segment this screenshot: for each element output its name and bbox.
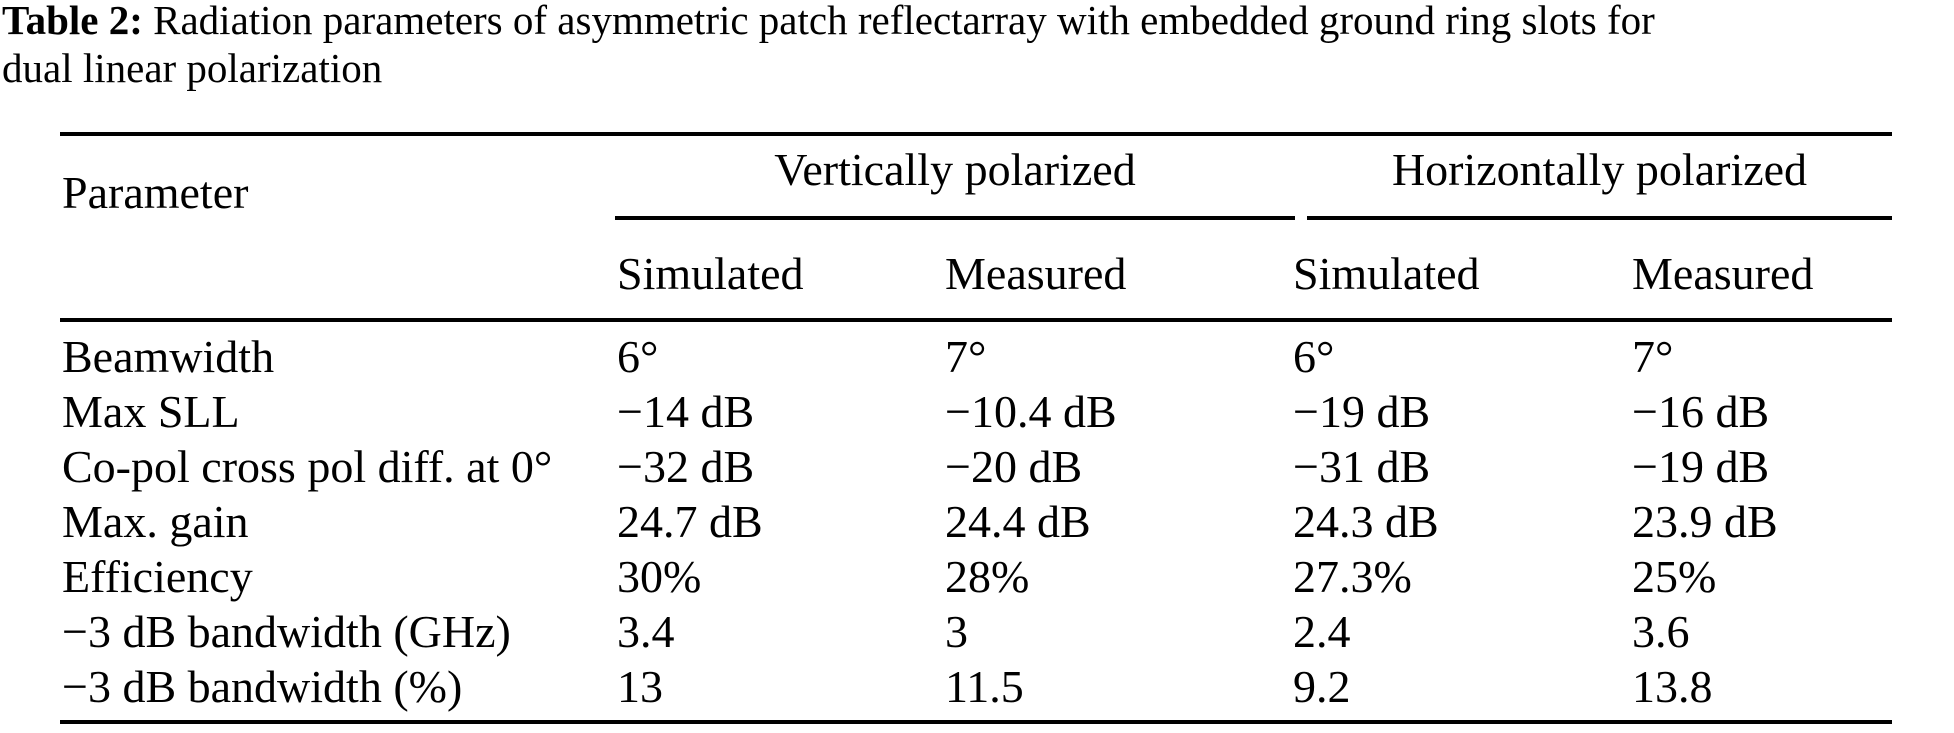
row-label: Efficiency (62, 551, 253, 602)
table-cell: −19 dB (1632, 441, 1770, 492)
group-header-horizontally-polarized: Horizontally polarized (1391, 144, 1808, 195)
row-label: Co-pol cross pol diff. at 0° (62, 441, 553, 492)
table-cell: 28% (945, 551, 1030, 602)
table-cell: 24.4 dB (945, 496, 1091, 547)
table-cell: −32 dB (617, 441, 755, 492)
subheader-horizontal-measured: Measured (1632, 248, 1814, 299)
row-label: Beamwidth (62, 331, 275, 382)
caption-text: Radiation parameters of asymmetric patch… (153, 0, 1655, 43)
table-cell: 3.6 (1632, 606, 1690, 657)
table-cell: 6° (617, 331, 659, 382)
table-cell: 6° (1293, 331, 1335, 382)
table-cell: 13.8 (1632, 661, 1713, 712)
group-header-vertically-polarized: Vertically polarized (774, 144, 1136, 195)
table-top-rule (60, 132, 1892, 136)
table-cell: 11.5 (945, 661, 1024, 712)
table-cell: −31 dB (1293, 441, 1431, 492)
caption-line-2: dual linear polarization (2, 45, 383, 91)
table-cell: −16 dB (1632, 386, 1770, 437)
table-cell: 23.9 dB (1632, 496, 1778, 547)
table-caption: Table 2: Radiation parameters of asymmet… (2, 0, 1952, 92)
table-cell: 30% (617, 551, 702, 602)
vertical-group-underline (615, 216, 1295, 220)
subheader-vertical-simulated: Simulated (617, 248, 804, 299)
table-cell: 9.2 (1293, 661, 1351, 712)
table-bottom-rule (60, 720, 1892, 724)
column-header-parameter: Parameter (62, 167, 249, 218)
table-cell: 27.3% (1293, 551, 1412, 602)
table-cell: 24.3 dB (1293, 496, 1439, 547)
row-label: −3 dB bandwidth (GHz) (62, 606, 511, 657)
subheader-horizontal-simulated: Simulated (1293, 248, 1480, 299)
row-label: −3 dB bandwidth (%) (62, 661, 463, 712)
table-cell: 24.7 dB (617, 496, 763, 547)
table-cell: −19 dB (1293, 386, 1431, 437)
table-cell: 13 (617, 661, 663, 712)
table-cell: 3 (945, 606, 968, 657)
table-cell: −10.4 dB (945, 386, 1117, 437)
table-header-rule (60, 318, 1892, 322)
caption-line-1: Table 2: Radiation parameters of asymmet… (2, 0, 1952, 44)
table-cell: 3.4 (617, 606, 675, 657)
horizontal-group-underline (1307, 216, 1892, 220)
subheader-vertical-measured: Measured (945, 248, 1127, 299)
row-label: Max. gain (62, 496, 249, 547)
table-cell: 25% (1632, 551, 1717, 602)
table-cell: −20 dB (945, 441, 1083, 492)
caption-table-number: Table 2: (2, 0, 143, 43)
table-cell: 7° (1632, 331, 1674, 382)
table-cell: 7° (945, 331, 987, 382)
row-label: Max SLL (62, 386, 240, 437)
table-cell: 2.4 (1293, 606, 1351, 657)
table-cell: −14 dB (617, 386, 755, 437)
